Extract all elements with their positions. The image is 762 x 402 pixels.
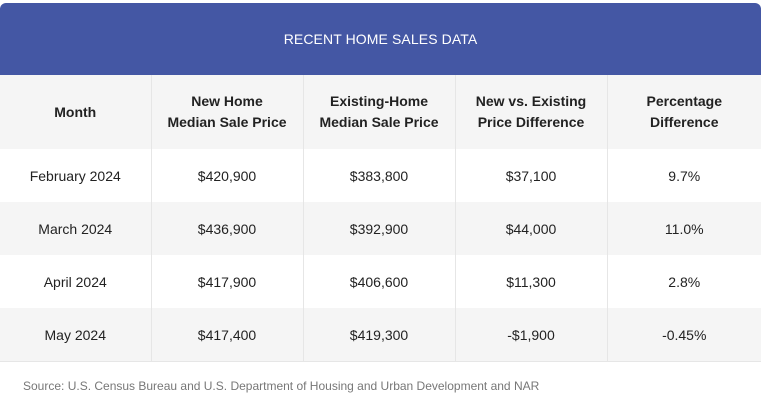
column-header-new-home-price: New Home Median Sale Price <box>151 75 304 149</box>
cell-percentage: 2.8% <box>668 273 701 290</box>
cell-difference: $11,300 <box>455 255 608 308</box>
cell-new-price: $420,900 <box>151 149 304 202</box>
cell-month: May 2024 <box>0 308 152 361</box>
sales-data-card: RECENT HOME SALES DATA Month New Home Me… <box>0 3 761 402</box>
column-header-line: Existing-Home <box>329 93 428 109</box>
column-header-month: Month <box>0 75 152 149</box>
cell-existing-price: $383,800 <box>303 149 456 202</box>
cell-month: February 2024 <box>0 149 152 202</box>
cell-month: April 2024 <box>0 255 152 308</box>
cell-new-price: $417,900 <box>151 255 304 308</box>
cell-percentage: 9.7% <box>668 167 701 184</box>
cell-percentage: -0.45% <box>662 326 707 343</box>
cell-difference: -$1,900 <box>455 308 608 361</box>
source-note: Source: U.S. Census Bureau and U.S. Depa… <box>0 361 761 402</box>
cell-difference: $44,000 <box>455 202 608 255</box>
table-row: March 2024 $436,900 $392,900 $44,000 11.… <box>0 202 761 255</box>
column-header-line: Month <box>54 103 97 120</box>
cell-percentage: 11.0% <box>664 220 704 237</box>
table-row: April 2024 $417,900 $406,600 $11,300 2.8… <box>0 255 761 308</box>
cell-month: March 2024 <box>0 202 152 255</box>
column-header-price-difference: New vs. Existing Price Difference <box>455 75 608 149</box>
cell-existing-price: $406,600 <box>303 255 456 308</box>
header-row: Month New Home Median Sale Price Existin… <box>0 75 761 149</box>
column-header-line: New Home <box>191 93 263 109</box>
column-header-line: Difference <box>650 114 719 130</box>
home-sales-table: Month New Home Median Sale Price Existin… <box>0 75 761 361</box>
column-header-line: Percentage <box>646 93 722 109</box>
column-header-percentage-difference: Percentage Difference <box>607 75 761 149</box>
cell-existing-price: $419,300 <box>303 308 456 361</box>
column-header-line: Median Sale Price <box>167 114 287 130</box>
table-title: RECENT HOME SALES DATA <box>0 3 761 75</box>
column-header-line: New vs. Existing <box>475 93 587 109</box>
column-header-line: Median Sale Price <box>319 114 439 130</box>
cell-new-price: $417,400 <box>151 308 304 361</box>
cell-difference: $37,100 <box>455 149 608 202</box>
cell-new-price: $436,900 <box>151 202 304 255</box>
column-header-existing-home-price: Existing-Home Median Sale Price <box>303 75 456 149</box>
column-header-line: Price Difference <box>477 114 585 130</box>
table-row: May 2024 $417,400 $419,300 -$1,900 -0.45… <box>0 308 761 361</box>
cell-existing-price: $392,900 <box>303 202 456 255</box>
table-row: February 2024 $420,900 $383,800 $37,100 … <box>0 149 761 202</box>
